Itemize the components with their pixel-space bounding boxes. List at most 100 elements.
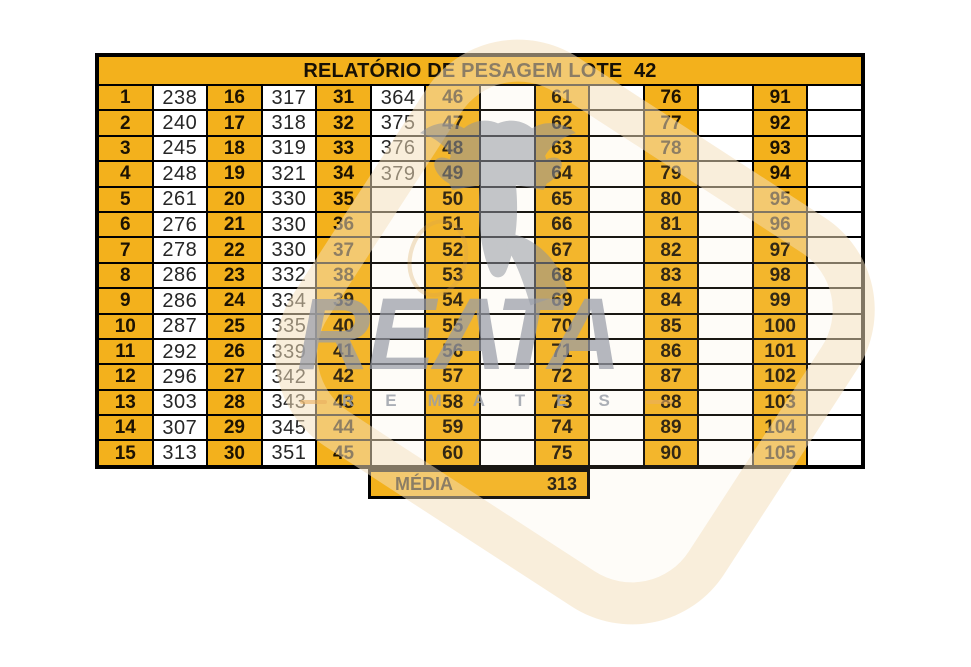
lot-index-cell: 20 [208, 187, 261, 211]
weight-value-cell [699, 289, 752, 313]
lot-index-cell: 66 [535, 212, 589, 237]
weight-value-cell: 317 [262, 86, 316, 110]
lot-index-cell: 28 [208, 390, 261, 415]
lot-index-cell: 79 [644, 162, 698, 186]
weight-value-cell [371, 365, 425, 389]
weight-value-cell [481, 365, 534, 389]
lot-index-cell: 12 [99, 365, 152, 389]
weight-value-cell: 286 [153, 289, 207, 313]
weight-value-cell [699, 441, 752, 465]
weight-value-cell [808, 162, 861, 186]
weight-value-cell [808, 441, 861, 465]
lot-index-cell: 83 [644, 263, 698, 288]
weight-value-cell [371, 314, 425, 338]
lot-index-cell: 8 [99, 263, 152, 288]
lot-index-cell: 76 [644, 86, 698, 110]
weight-value-cell [808, 86, 861, 110]
weight-value-cell [590, 162, 643, 186]
weight-value-cell [808, 136, 861, 161]
weight-value-cell: 248 [153, 162, 207, 186]
lot-index-cell: 21 [208, 212, 261, 237]
lot-index-cell: 91 [753, 86, 807, 110]
weight-value-cell [699, 339, 752, 364]
average-row: MÉDIA 313 [368, 469, 590, 499]
weight-value-cell [481, 390, 534, 415]
lot-index-cell: 30 [208, 441, 261, 465]
report-title: RELATÓRIO DE PESAGEM LOTE 42 [99, 57, 861, 84]
weight-value-cell: 376 [371, 136, 425, 161]
lot-index-cell: 40 [317, 314, 370, 338]
weight-value-cell: 278 [153, 238, 207, 262]
lot-index-cell: 35 [317, 187, 370, 211]
lot-index-cell: 59 [426, 416, 479, 440]
weight-value-cell [590, 212, 643, 237]
lot-index-cell: 92 [753, 111, 807, 135]
lot-index-cell: 39 [317, 289, 370, 313]
weight-value-cell: 379 [371, 162, 425, 186]
lot-index-cell: 73 [535, 390, 589, 415]
average-label: MÉDIA [395, 473, 453, 494]
lot-index-cell: 13 [99, 390, 152, 415]
lot-index-cell: 19 [208, 162, 261, 186]
weight-value-cell [590, 136, 643, 161]
weight-value-cell [481, 86, 534, 110]
weight-value-cell [808, 289, 861, 313]
weight-value-cell [699, 136, 752, 161]
lot-index-cell: 16 [208, 86, 261, 110]
weight-value-cell [808, 263, 861, 288]
weight-value-cell [808, 416, 861, 440]
lot-index-cell: 15 [99, 441, 152, 465]
lot-index-cell: 52 [426, 238, 479, 262]
weight-value-cell: 335 [262, 314, 316, 338]
weight-value-cell [590, 263, 643, 288]
weight-value-cell [590, 339, 643, 364]
lot-index-cell: 9 [99, 289, 152, 313]
lot-index-cell: 96 [753, 212, 807, 237]
weight-value-cell: 334 [262, 289, 316, 313]
lot-index-cell: 36 [317, 212, 370, 237]
weighing-grid: RELATÓRIO DE PESAGEM LOTE 42 1 238 16 317 31… [95, 53, 865, 469]
lot-index-cell: 97 [753, 238, 807, 262]
weight-value-cell: 351 [262, 441, 316, 465]
weight-value-cell [699, 187, 752, 211]
weight-value-cell: 303 [153, 390, 207, 415]
weight-value-cell [481, 238, 534, 262]
lot-index-cell: 44 [317, 416, 370, 440]
lot-index-cell: 4 [99, 162, 152, 186]
lot-index-cell: 57 [426, 365, 479, 389]
lot-index-cell: 33 [317, 136, 370, 161]
weight-value-cell: 330 [262, 238, 316, 262]
lot-index-cell: 89 [644, 416, 698, 440]
lot-index-cell: 23 [208, 263, 261, 288]
lot-index-cell: 48 [426, 136, 479, 161]
weight-value-cell [808, 390, 861, 415]
lot-index-cell: 88 [644, 390, 698, 415]
lot-index-cell: 80 [644, 187, 698, 211]
lot-index-cell: 10 [99, 314, 152, 338]
weight-value-cell [699, 162, 752, 186]
weight-value-cell [371, 339, 425, 364]
weight-value-cell [590, 416, 643, 440]
lot-index-cell: 37 [317, 238, 370, 262]
lot-index-cell: 94 [753, 162, 807, 186]
lot-index-cell: 42 [317, 365, 370, 389]
weight-value-cell [481, 111, 534, 135]
lot-index-cell: 56 [426, 339, 479, 364]
lot-index-cell: 64 [535, 162, 589, 186]
lot-index-cell: 22 [208, 238, 261, 262]
lot-index-cell: 27 [208, 365, 261, 389]
lot-index-cell: 58 [426, 390, 479, 415]
weight-value-cell: 238 [153, 86, 207, 110]
weight-value-cell [699, 86, 752, 110]
lot-index-cell: 61 [535, 86, 589, 110]
lot-index-cell: 81 [644, 212, 698, 237]
weight-value-cell: 330 [262, 187, 316, 211]
weight-value-cell [808, 111, 861, 135]
lot-index-cell: 75 [535, 441, 589, 465]
lot-index-cell: 14 [99, 416, 152, 440]
weight-value-cell [371, 263, 425, 288]
lot-index-cell: 34 [317, 162, 370, 186]
lot-index-cell: 93 [753, 136, 807, 161]
weight-value-cell [481, 162, 534, 186]
lot-index-cell: 60 [426, 441, 479, 465]
